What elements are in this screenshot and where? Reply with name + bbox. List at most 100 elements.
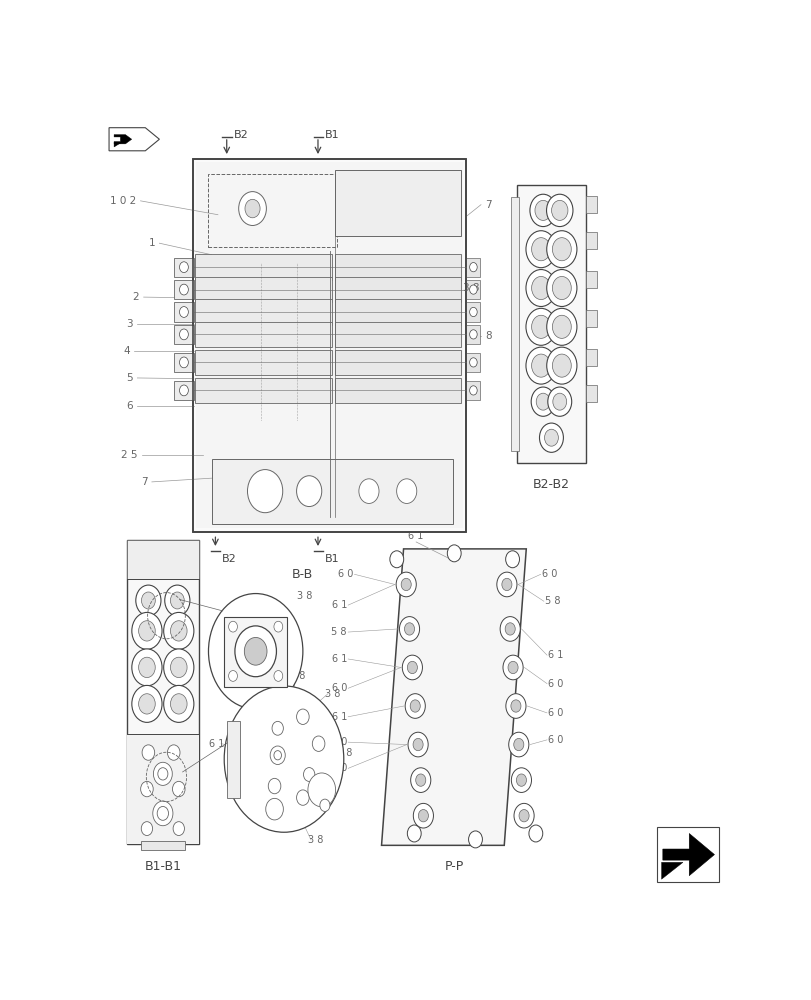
Text: B2: B2 — [222, 554, 237, 564]
Circle shape — [518, 810, 529, 822]
Text: 3: 3 — [127, 319, 133, 329]
Bar — [195, 378, 332, 403]
Circle shape — [551, 238, 571, 261]
Bar — [586, 310, 597, 327]
Bar — [192, 158, 466, 532]
Circle shape — [396, 572, 416, 597]
Bar — [586, 232, 597, 249]
Text: 3 8: 3 8 — [324, 689, 340, 699]
Text: 7: 7 — [140, 477, 148, 487]
Circle shape — [296, 790, 309, 805]
Circle shape — [164, 649, 194, 686]
Circle shape — [513, 803, 534, 828]
Circle shape — [244, 637, 267, 665]
Circle shape — [526, 270, 556, 306]
Bar — [174, 258, 194, 277]
Circle shape — [157, 768, 168, 780]
Text: 8: 8 — [485, 331, 491, 341]
Circle shape — [551, 354, 571, 377]
Circle shape — [505, 694, 526, 718]
Circle shape — [265, 798, 283, 820]
Text: B1: B1 — [324, 554, 339, 564]
Polygon shape — [114, 142, 122, 147]
Circle shape — [157, 806, 169, 820]
Bar — [466, 381, 480, 400]
Circle shape — [469, 330, 477, 339]
Circle shape — [152, 801, 173, 826]
Text: 6 1: 6 1 — [408, 531, 423, 541]
Circle shape — [170, 621, 187, 641]
Bar — [227, 721, 240, 798]
Circle shape — [508, 661, 517, 674]
Text: 3 8: 3 8 — [290, 671, 305, 681]
Circle shape — [247, 470, 282, 513]
Circle shape — [140, 781, 153, 797]
Bar — [466, 302, 480, 322]
Text: 5: 5 — [127, 373, 133, 383]
Bar — [174, 381, 194, 400]
Bar — [466, 258, 480, 277]
Circle shape — [551, 200, 567, 220]
Circle shape — [135, 585, 161, 616]
Text: 6 0: 6 0 — [331, 763, 346, 773]
Bar — [335, 322, 461, 347]
Circle shape — [546, 270, 577, 306]
Bar — [174, 325, 194, 344]
Text: 1: 1 — [148, 238, 155, 248]
Circle shape — [273, 671, 282, 681]
Bar — [656, 827, 719, 882]
Bar — [224, 617, 287, 687]
Circle shape — [296, 476, 321, 507]
Circle shape — [307, 773, 335, 807]
Circle shape — [531, 315, 550, 338]
Circle shape — [153, 762, 172, 785]
Circle shape — [447, 545, 461, 562]
Circle shape — [468, 831, 482, 848]
Circle shape — [164, 612, 194, 649]
Circle shape — [273, 751, 281, 760]
Polygon shape — [661, 862, 682, 879]
Circle shape — [546, 347, 577, 384]
Circle shape — [407, 661, 417, 674]
Circle shape — [401, 655, 422, 680]
Text: 6 0: 6 0 — [547, 679, 563, 689]
Circle shape — [552, 393, 566, 410]
Circle shape — [531, 238, 550, 261]
Bar — [195, 322, 332, 347]
Bar — [127, 734, 199, 844]
Text: 3 8: 3 8 — [307, 835, 323, 845]
Circle shape — [179, 284, 188, 295]
Text: 3 8: 3 8 — [337, 748, 353, 758]
Polygon shape — [114, 135, 131, 144]
Text: 6 0: 6 0 — [331, 737, 346, 747]
Circle shape — [526, 231, 556, 268]
Text: 6 1: 6 1 — [208, 739, 224, 749]
Circle shape — [272, 721, 283, 735]
Circle shape — [270, 746, 285, 764]
Circle shape — [268, 778, 281, 794]
Polygon shape — [381, 549, 526, 845]
Text: 5 8: 5 8 — [544, 596, 560, 606]
Text: 3 8: 3 8 — [296, 591, 311, 601]
Circle shape — [179, 307, 188, 317]
Circle shape — [405, 694, 425, 718]
Circle shape — [544, 429, 558, 446]
Circle shape — [170, 694, 187, 714]
Circle shape — [511, 768, 531, 792]
Bar — [586, 385, 597, 402]
Text: 4: 4 — [123, 346, 130, 356]
Circle shape — [179, 329, 188, 340]
Text: 2 5: 2 5 — [121, 450, 137, 460]
Circle shape — [539, 423, 563, 452]
Circle shape — [238, 192, 266, 225]
Circle shape — [179, 385, 188, 396]
Circle shape — [508, 732, 528, 757]
Circle shape — [469, 307, 477, 317]
Circle shape — [245, 199, 260, 218]
Circle shape — [396, 479, 416, 503]
Bar — [192, 158, 466, 532]
Bar — [127, 540, 199, 579]
Bar — [335, 277, 461, 302]
Circle shape — [504, 623, 515, 635]
Circle shape — [167, 745, 180, 760]
